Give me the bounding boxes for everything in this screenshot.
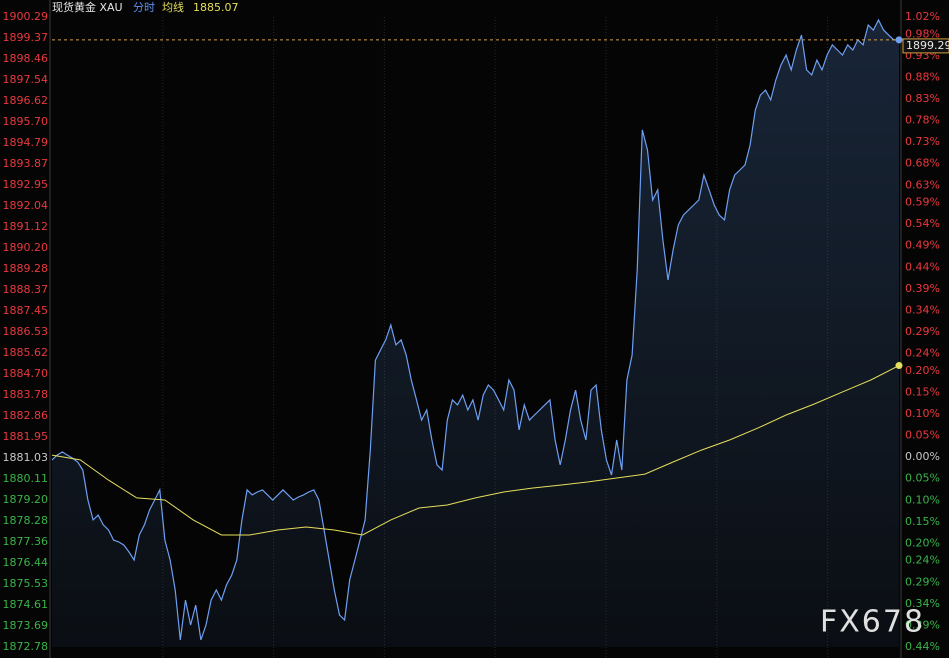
y-tick-label: 1889.28 bbox=[3, 262, 49, 275]
y-tick-label: 1890.20 bbox=[3, 241, 49, 254]
y2-tick-label: 0.59% bbox=[905, 196, 940, 209]
watermark: FX678 bbox=[820, 605, 925, 640]
y-tick-label: 1898.46 bbox=[3, 52, 49, 65]
y-tick-label: 1877.36 bbox=[3, 535, 49, 548]
legend-entry[interactable]: 均线 bbox=[162, 0, 184, 14]
last-price-box bbox=[902, 38, 949, 54]
y-tick-label: 1888.37 bbox=[3, 283, 49, 296]
y-tick-label: 1875.53 bbox=[3, 577, 49, 590]
legend-entry[interactable]: 分时 bbox=[133, 1, 155, 14]
y-tick-label: 1900.29 bbox=[3, 10, 49, 23]
y-tick-label: 1872.78 bbox=[3, 640, 49, 653]
line bbox=[51, 365, 900, 536]
y2-tick-label: 0.15% bbox=[905, 385, 940, 398]
y2-tick-label: 0.34% bbox=[905, 597, 940, 610]
y-tick-label: 1881.95 bbox=[3, 430, 49, 443]
y2-tick-label: 0.44% bbox=[905, 640, 940, 653]
y-tick-label: 1892.95 bbox=[3, 178, 49, 191]
y2-tick-label: 0.05% bbox=[905, 472, 940, 485]
y-tick-label: 1892.04 bbox=[3, 199, 49, 212]
last-price-label: 1899.29 bbox=[906, 39, 949, 52]
y2-tick-label: 0.15% bbox=[905, 515, 940, 528]
y2-tick-label: 0.29% bbox=[905, 575, 940, 588]
header: 现货黄金 XAU 分时 均线 bbox=[52, 0, 184, 14]
y2-tick-label: 0.20% bbox=[905, 536, 940, 549]
y2-tick-label: 0.10% bbox=[905, 493, 940, 506]
y2-tick-label: 0.63% bbox=[905, 178, 940, 191]
y2-tick-label: 0.34% bbox=[905, 303, 940, 316]
ma-value: 1885.07 bbox=[193, 1, 239, 14]
y2-tick-label: 0.20% bbox=[905, 364, 940, 377]
end-dot bbox=[895, 36, 903, 44]
y2-tick-label: 0.98% bbox=[905, 27, 940, 40]
y2-tick-label: 0.54% bbox=[905, 217, 940, 230]
y2-tick-label: 0.44% bbox=[905, 260, 940, 273]
chart-title: 现货黄金 XAU bbox=[52, 0, 123, 14]
y-tick-label: 1886.53 bbox=[3, 325, 49, 338]
y2-tick-label: 0.49% bbox=[905, 239, 940, 252]
y2-tick-label: 0.24% bbox=[905, 554, 940, 567]
y-tick-label: 1884.70 bbox=[3, 367, 49, 380]
y2-tick-label: 0.39% bbox=[905, 618, 940, 631]
y2-tick-label: 0.73% bbox=[905, 135, 940, 148]
y-tick-label: 1899.37 bbox=[3, 31, 49, 44]
y-tick-label: 1874.61 bbox=[3, 598, 49, 611]
y2-tick-label: 0.88% bbox=[905, 70, 940, 83]
y-tick-label: 1878.28 bbox=[3, 514, 49, 527]
y-tick-label: 1893.87 bbox=[3, 157, 49, 170]
y-tick-label: 1895.70 bbox=[3, 115, 49, 128]
y2-tick-label: 0.05% bbox=[905, 429, 940, 442]
y-tick-label: 1887.45 bbox=[3, 304, 49, 317]
y-tick-label: 1894.79 bbox=[3, 136, 49, 149]
y-tick-label: 1885.62 bbox=[3, 346, 49, 359]
y-tick-label: 1897.54 bbox=[3, 73, 49, 86]
y2-tick-label: 0.68% bbox=[905, 157, 940, 170]
y-tick-label: 1883.78 bbox=[3, 388, 49, 401]
y-tick-label: 1873.69 bbox=[3, 619, 49, 632]
y-tick-label: 1876.44 bbox=[3, 556, 49, 569]
area bbox=[52, 20, 899, 647]
y-tick-label: 1879.20 bbox=[3, 493, 49, 506]
y-tick-label: 1880.11 bbox=[3, 472, 49, 485]
y2-tick-label: 0.29% bbox=[905, 325, 940, 338]
y-tick-label: 1896.62 bbox=[3, 94, 49, 107]
end-dot bbox=[895, 362, 903, 370]
y2-tick-label: 0.39% bbox=[905, 282, 940, 295]
y2-tick-label: 0.83% bbox=[905, 92, 940, 105]
y2-tick-label: 0.10% bbox=[905, 407, 940, 420]
line bbox=[51, 18, 899, 641]
y2-tick-label: 0.00% bbox=[905, 450, 940, 463]
y-tick-label: 1882.86 bbox=[3, 409, 49, 422]
y-tick-label: 1891.12 bbox=[3, 220, 49, 233]
y2-tick-label: 0.24% bbox=[905, 347, 940, 360]
y-tick-label: 1881.03 bbox=[3, 451, 49, 464]
y2-tick-label: 1.02% bbox=[905, 10, 940, 23]
y2-tick-label: 0.78% bbox=[905, 114, 940, 127]
